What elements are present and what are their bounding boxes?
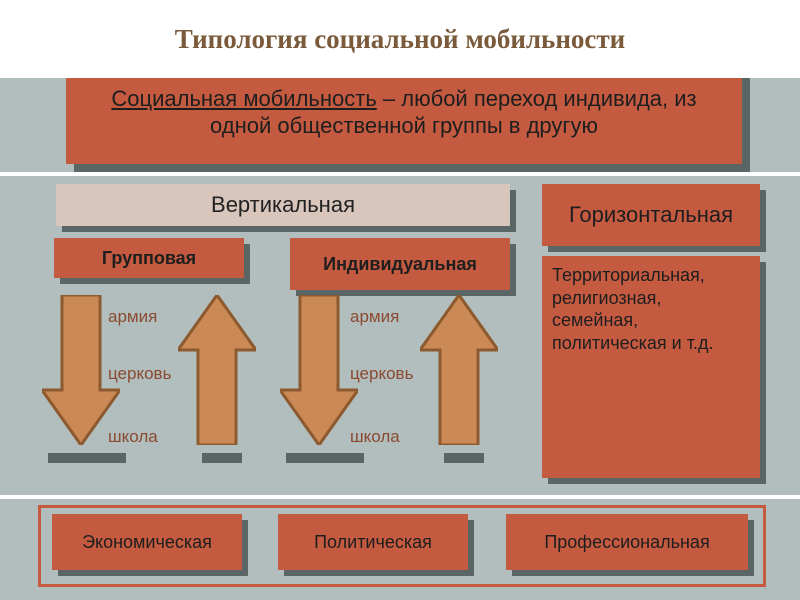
divider-2	[0, 495, 800, 499]
ladder2-army: армия	[350, 308, 399, 325]
political-box: Политическая	[278, 514, 468, 570]
arrow-down-2	[280, 295, 358, 445]
arrow-up-2-shadow	[444, 453, 484, 463]
economic-box: Экономическая	[52, 514, 242, 570]
professional-box: Профессиональная	[506, 514, 748, 570]
title-band: Типология социальной мобильности	[0, 0, 800, 78]
arrow-up-1-shadow	[202, 453, 242, 463]
horizontal-description: Территориальная, религиозная, семейная, …	[552, 264, 750, 354]
arrow-up-2	[420, 295, 498, 445]
ladder2-church: церковь	[350, 365, 410, 382]
group-label: Групповая	[102, 248, 196, 269]
arrow-up-1	[178, 295, 256, 445]
definition-term: Социальная мобильность	[111, 86, 376, 111]
vertical-box: Вертикальная	[56, 184, 510, 226]
arrow-down-1-shadow	[48, 453, 126, 463]
individual-label: Индивидуальная	[323, 254, 477, 275]
professional-label: Профессиональная	[544, 532, 709, 553]
ladder1-school: школа	[108, 428, 158, 445]
page-title: Типология социальной мобильности	[175, 24, 625, 55]
ladder1-army: армия	[108, 308, 157, 325]
vertical-label: Вертикальная	[211, 192, 355, 218]
divider-1	[0, 172, 800, 176]
ladder1-church: церковь	[108, 365, 168, 382]
ladder2-school: школа	[350, 428, 400, 445]
individual-box: Индивидуальная	[290, 238, 510, 290]
economic-label: Экономическая	[82, 532, 212, 553]
horizontal-box: Горизонтальная	[542, 184, 760, 246]
group-box: Групповая	[54, 238, 244, 278]
horizontal-label: Горизонтальная	[569, 202, 733, 228]
arrow-down-2-shadow	[286, 453, 364, 463]
political-label: Политическая	[314, 532, 432, 553]
horizontal-description-box: Территориальная, религиозная, семейная, …	[542, 256, 760, 478]
